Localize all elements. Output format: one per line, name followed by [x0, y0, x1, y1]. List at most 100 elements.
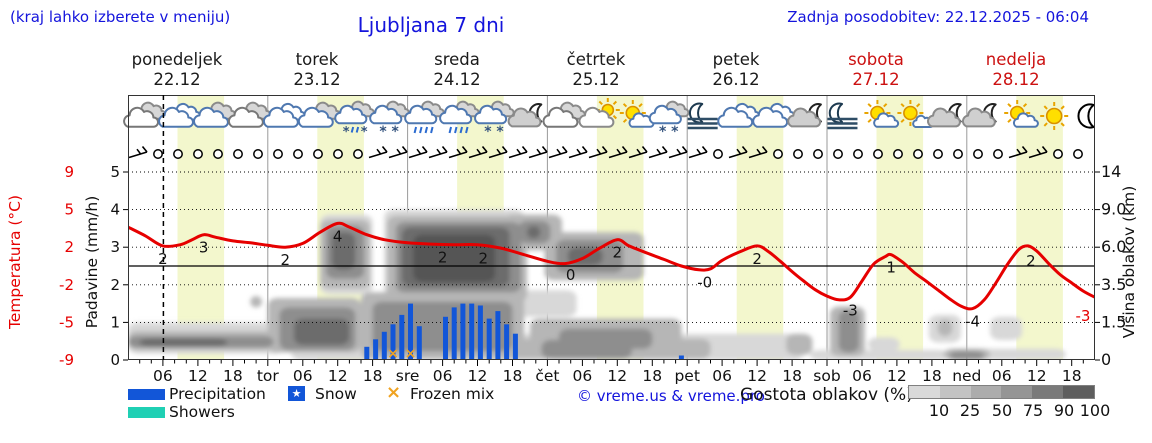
day-name: torek — [295, 50, 339, 69]
day-name: sobota — [848, 50, 904, 69]
precip-axis-tick: 3 — [110, 238, 120, 256]
temperature-end-label: -3 — [1076, 307, 1091, 325]
moon-clouds-icon — [961, 103, 997, 128]
cloud-scale-label: 25 — [959, 401, 981, 420]
x-axis-tick: čet — [535, 367, 559, 385]
frozen-mix-marker-icon: × — [387, 346, 399, 362]
cloud-height-axis-title: Višina oblakov (km) — [1120, 186, 1138, 339]
rain-icon — [404, 100, 445, 134]
precipitation-bars — [364, 303, 684, 360]
x-axis-tick: 12 — [607, 367, 627, 385]
temperature-label: 4 — [333, 227, 343, 245]
cloud-scale-label: 90 — [1053, 401, 1075, 420]
page-title: Ljubljana 7 dni — [357, 13, 505, 37]
daylight-band — [596, 95, 644, 360]
day-header: nedelja 28.12 — [946, 50, 1086, 90]
day-header: ponedeljek 22.12 — [107, 50, 247, 90]
svg-text:* *: * * — [484, 124, 504, 140]
cloud-height-axis-tick: 3.5 — [1101, 275, 1126, 294]
x-axis-tick: ned — [952, 367, 981, 385]
x-axis-tick: sob — [813, 367, 840, 385]
temperature-label: -4 — [965, 313, 980, 331]
day-name: petek — [712, 50, 760, 69]
x-axis-tick: 18 — [503, 367, 523, 385]
sun-cloud-icon — [1004, 100, 1039, 128]
cloud-height-axis-tick: 6.0 — [1101, 237, 1126, 256]
day-date: 26.12 — [712, 70, 760, 89]
temperature-label: -0 — [697, 273, 712, 291]
temperature-label: 2 — [1026, 252, 1036, 270]
sun-cloud-icon — [619, 100, 655, 128]
cloud-scale-label: 100 — [1079, 401, 1111, 420]
snow-icon: * * — [648, 100, 690, 140]
precipitation-swatch — [128, 389, 165, 400]
x-axis-tick: pet — [674, 367, 699, 385]
temperature-label: 2 — [438, 248, 448, 266]
svg-text:* *: * * — [379, 124, 399, 140]
showers-legend-label: Showers — [169, 403, 235, 421]
sun-icon — [1040, 102, 1069, 130]
day-name: četrtek — [566, 50, 626, 69]
copyright: © vreme.us & vreme.pro — [577, 387, 765, 405]
x-axis-tick: 18 — [363, 367, 383, 385]
snow-icon: * * — [369, 100, 410, 140]
sun-behind-cloud-icon — [578, 98, 620, 128]
temperature-label: 2 — [281, 251, 291, 269]
day-name: ponedeljek — [131, 50, 223, 69]
temperature-axis-title: Temperatura (°C) — [6, 195, 24, 330]
svg-text:*: * — [361, 125, 368, 140]
temp-axis-tick: 9 — [64, 163, 74, 181]
day-header: torek 23.12 — [247, 50, 387, 90]
cloud-height-axis-tick: 0 — [1101, 350, 1111, 369]
daylight-band — [876, 95, 924, 360]
cloud-height-axis-tick: 14 — [1101, 162, 1121, 181]
x-axis-tick: 06 — [293, 367, 313, 385]
cloud-density-scale-title: Gostota oblakov (%) — [740, 385, 913, 405]
overcast-icon — [123, 101, 167, 128]
partly-cloudy-icon — [158, 102, 202, 128]
partly-cloudy-icon — [752, 102, 796, 128]
temperature-label: 3 — [199, 239, 209, 257]
day-name: nedelja — [985, 50, 1047, 69]
day-date: 27.12 — [852, 70, 900, 89]
temperature-label: 2 — [613, 244, 623, 262]
x-axis-tick: 12 — [468, 367, 488, 385]
precip-axis-tick: 0 — [110, 351, 120, 369]
showers-swatch — [128, 407, 165, 418]
temperature-label: 2 — [752, 250, 762, 268]
day-header: četrtek 25.12 — [526, 50, 666, 90]
cloud-density-scalebar — [908, 385, 1095, 399]
x-axis-tick: 12 — [887, 367, 907, 385]
moon-fog-icon — [687, 102, 718, 130]
cloud-height-axis-tick: 1.5 — [1101, 312, 1126, 331]
cloud-height-axis-tick: 9.0 — [1101, 200, 1126, 219]
temperature-label: 1 — [886, 259, 896, 277]
moon-clouds-icon — [787, 103, 822, 128]
x-axis-tick: 12 — [1027, 367, 1047, 385]
frozen-mix-legend-label: Frozen mix — [410, 385, 495, 403]
x-axis-tick: 18 — [1062, 367, 1082, 385]
x-axis-tick: 06 — [852, 367, 872, 385]
x-axis-tick: 06 — [153, 367, 173, 385]
menu-hint: (kraj lahko izberete v meniju) — [10, 8, 231, 26]
temperature-label: -3 — [843, 301, 858, 319]
precipitation-legend-label: Precipitation — [169, 385, 266, 403]
day-header: sreda 24.12 — [387, 50, 527, 90]
mixed-clouds-icon — [193, 101, 237, 128]
moon-fog-icon — [827, 102, 858, 130]
day-date: 24.12 — [433, 70, 481, 89]
moon-clouds-icon — [927, 103, 962, 128]
precipitation-axis-title: Padavine (mm/h) — [83, 196, 101, 329]
weather-icon-row: * * * * * * * * — [123, 98, 1095, 140]
clear-night-icon — [1077, 103, 1095, 129]
daylight-band — [736, 95, 784, 360]
temp-axis-tick: -5 — [59, 313, 74, 331]
x-axis-tick: 06 — [433, 367, 453, 385]
day-date: 25.12 — [572, 70, 620, 89]
overcast-icon — [542, 101, 586, 128]
precip-axis-tick: 2 — [110, 276, 120, 294]
x-axis-tick: 18 — [642, 367, 662, 385]
day-name: sreda — [434, 50, 480, 69]
